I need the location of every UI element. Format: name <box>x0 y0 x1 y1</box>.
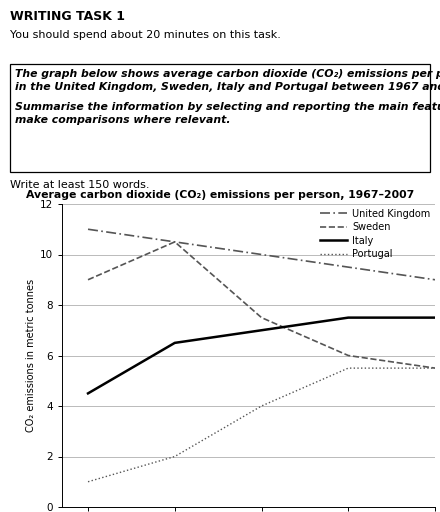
Italy <box>85 390 91 396</box>
Portugal <box>259 403 264 409</box>
Line: Portugal: Portugal <box>88 368 435 482</box>
Portugal <box>172 454 177 460</box>
Text: Average carbon dioxide (CO₂) emissions per person, 1967–2007: Average carbon dioxide (CO₂) emissions p… <box>26 190 414 200</box>
Text: Summarise the information by selecting and reporting the main features, and: Summarise the information by selecting a… <box>15 102 440 112</box>
Sweden <box>172 239 177 245</box>
Portugal <box>433 365 438 371</box>
United Kingdom <box>433 276 438 283</box>
Legend: United Kingdom, Sweden, Italy, Portugal: United Kingdom, Sweden, Italy, Portugal <box>320 209 430 259</box>
Text: You should spend about 20 minutes on this task.: You should spend about 20 minutes on thi… <box>10 30 281 40</box>
Text: WRITING TASK 1: WRITING TASK 1 <box>10 10 125 23</box>
United Kingdom <box>85 226 91 232</box>
Italy <box>259 327 264 333</box>
Text: in the United Kingdom, Sweden, Italy and Portugal between 1967 and 2007.: in the United Kingdom, Sweden, Italy and… <box>15 82 440 92</box>
United Kingdom <box>259 251 264 258</box>
Sweden <box>85 276 91 283</box>
Sweden <box>433 365 438 371</box>
Sweden <box>345 352 351 358</box>
Line: Italy: Italy <box>88 317 435 393</box>
Portugal <box>85 479 91 485</box>
Line: Sweden: Sweden <box>88 242 435 368</box>
Italy <box>433 314 438 321</box>
Text: make comparisons where relevant.: make comparisons where relevant. <box>15 115 231 125</box>
Portugal <box>345 365 351 371</box>
Y-axis label: CO₂ emissions in metric tonnes: CO₂ emissions in metric tonnes <box>26 279 36 432</box>
Sweden <box>259 314 264 321</box>
United Kingdom <box>172 239 177 245</box>
United Kingdom <box>345 264 351 270</box>
Text: The graph below shows average carbon dioxide (CO₂) emissions per person: The graph below shows average carbon dio… <box>15 69 440 79</box>
Italy <box>345 314 351 321</box>
Text: Write at least 150 words.: Write at least 150 words. <box>10 180 150 190</box>
Line: United Kingdom: United Kingdom <box>88 229 435 280</box>
Italy <box>172 340 177 346</box>
